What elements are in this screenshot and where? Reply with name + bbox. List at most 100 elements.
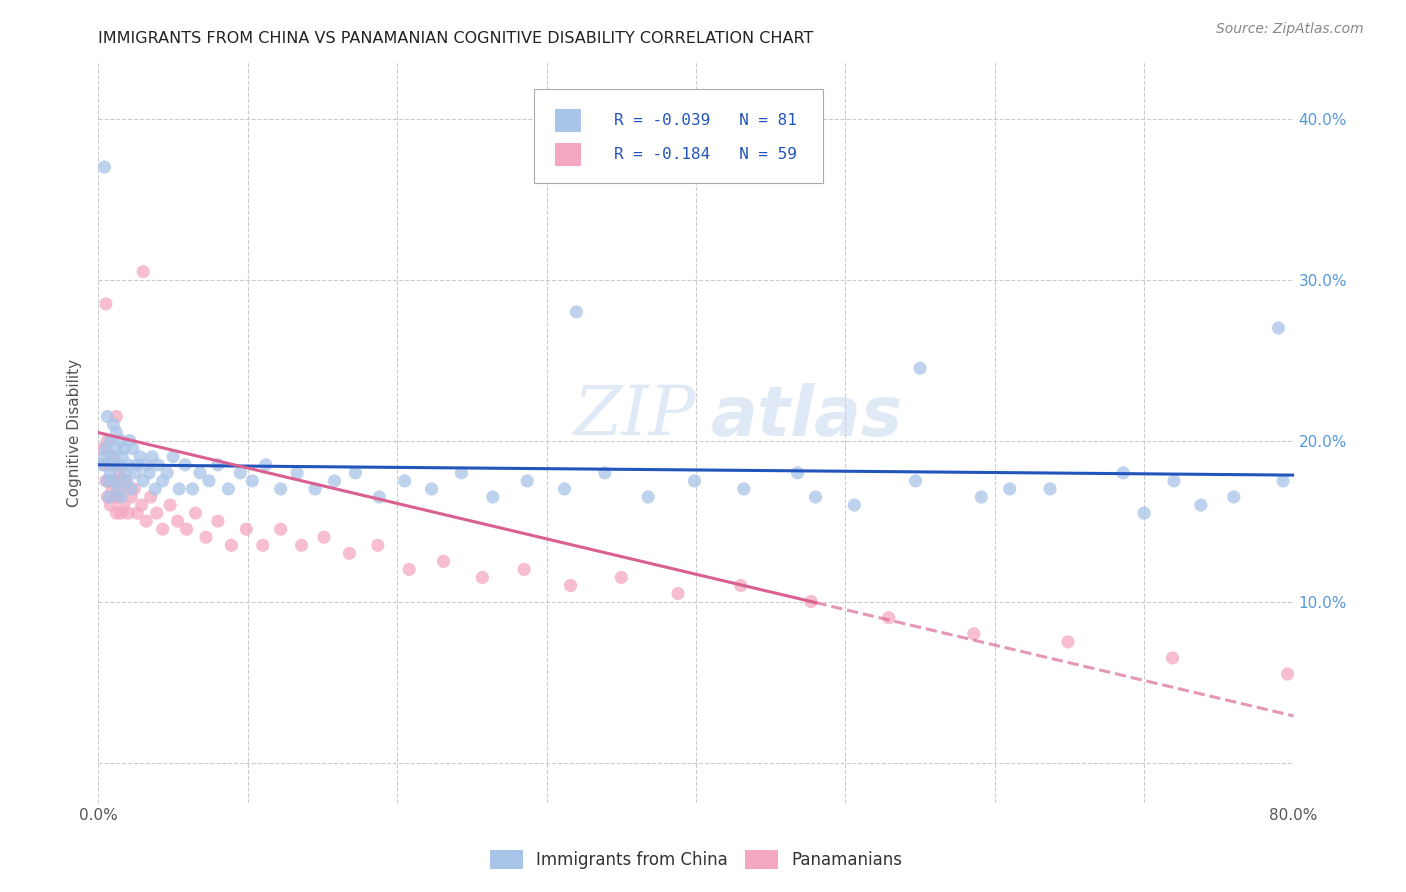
Point <box>733 482 755 496</box>
Point <box>152 474 174 488</box>
Point <box>181 482 204 496</box>
Point <box>339 546 361 560</box>
Point <box>114 474 136 488</box>
Point <box>97 474 120 488</box>
Point <box>166 514 188 528</box>
Point <box>115 474 138 488</box>
Point <box>107 482 129 496</box>
Point <box>1039 482 1062 496</box>
Point <box>103 417 125 432</box>
Point <box>683 474 706 488</box>
Point <box>131 498 153 512</box>
Point <box>593 466 616 480</box>
Point <box>730 578 752 592</box>
Point <box>105 442 128 456</box>
Point <box>198 474 221 488</box>
Point <box>98 498 122 512</box>
Text: R = -0.039   N = 81: R = -0.039 N = 81 <box>614 113 797 128</box>
Point <box>110 490 132 504</box>
Point <box>1189 498 1212 512</box>
Point <box>127 458 149 472</box>
Point <box>800 594 823 608</box>
Text: R = -0.184   N = 59: R = -0.184 N = 59 <box>614 147 797 161</box>
Point <box>112 498 135 512</box>
Point <box>394 474 416 488</box>
Point <box>963 627 986 641</box>
Point <box>207 458 229 472</box>
Point <box>970 490 993 504</box>
Point <box>93 160 115 174</box>
Point <box>1161 651 1184 665</box>
Point <box>908 361 931 376</box>
Point <box>207 514 229 528</box>
Point <box>1133 506 1156 520</box>
Point <box>159 498 181 512</box>
Point <box>1112 466 1135 480</box>
Point <box>103 458 125 472</box>
Point <box>804 490 827 504</box>
Point <box>105 409 128 424</box>
Point <box>482 490 505 504</box>
Point <box>135 458 157 472</box>
Point <box>117 458 139 472</box>
Point <box>565 305 588 319</box>
Point <box>240 474 263 488</box>
Point <box>270 482 292 496</box>
Point <box>162 450 184 464</box>
Point <box>229 466 252 480</box>
Point <box>323 474 346 488</box>
Point <box>252 538 274 552</box>
Point <box>105 474 128 488</box>
Point <box>94 474 117 488</box>
Point <box>135 514 157 528</box>
Point <box>167 482 190 496</box>
Point <box>666 586 689 600</box>
Point <box>121 442 143 456</box>
Point <box>96 474 118 488</box>
Point <box>513 562 536 576</box>
Y-axis label: Cognitive Disability: Cognitive Disability <box>67 359 83 507</box>
Point <box>1163 474 1185 488</box>
Point <box>844 498 866 512</box>
Point <box>97 490 120 504</box>
Point <box>114 466 136 480</box>
Point <box>91 458 114 472</box>
Point <box>432 554 454 568</box>
Point <box>98 434 122 448</box>
Point <box>91 442 114 456</box>
Point <box>110 506 132 520</box>
Point <box>1223 490 1246 504</box>
Point <box>98 458 122 472</box>
Point <box>516 474 538 488</box>
Point <box>96 409 118 424</box>
Point <box>141 450 163 464</box>
Point <box>786 466 808 480</box>
Point <box>127 506 149 520</box>
Point <box>291 538 314 552</box>
Point <box>132 265 155 279</box>
Point <box>554 482 576 496</box>
Point <box>560 578 582 592</box>
Point <box>450 466 472 480</box>
Point <box>368 490 391 504</box>
Point <box>94 297 117 311</box>
Point <box>96 434 118 448</box>
Point <box>304 482 326 496</box>
Point <box>120 482 142 496</box>
Point <box>104 474 127 488</box>
Point <box>176 522 198 536</box>
Text: atlas: atlas <box>711 383 903 450</box>
Point <box>904 474 927 488</box>
Point <box>610 570 633 584</box>
Point <box>125 466 148 480</box>
Point <box>152 522 174 536</box>
Point <box>195 530 218 544</box>
Point <box>398 562 420 576</box>
Point <box>93 450 115 464</box>
Point <box>174 458 197 472</box>
Point <box>105 425 128 440</box>
Point <box>1277 667 1299 681</box>
Point <box>235 522 257 536</box>
Point <box>285 466 308 480</box>
Point <box>117 506 139 520</box>
